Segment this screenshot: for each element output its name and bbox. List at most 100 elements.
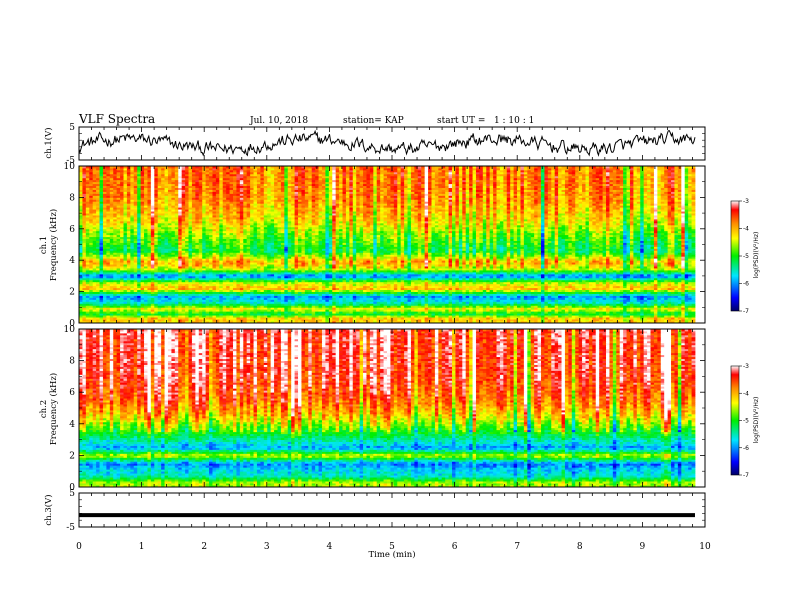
spectrogram-cell [489,305,494,308]
spectrogram-cell [564,301,569,304]
spectrogram-cell [595,311,600,314]
spectrogram-cell [626,319,631,322]
spectrogram-cell [116,321,121,324]
spectrogram-cell [417,305,422,308]
spectrogram-cell [260,309,265,312]
spectrogram-cell [349,297,354,300]
spectrogram-cell [393,315,398,318]
spectrogram-cell [253,293,258,296]
spectrogram-cell [486,311,491,314]
spectrogram-cell [233,307,237,310]
spectrogram-cell [493,311,497,314]
spectrogram-cell [301,299,306,302]
spectrogram-cell [517,299,521,302]
spectrogram-cell [667,291,672,294]
spectrogram-cell [383,295,388,298]
spectrogram-cell [527,297,532,300]
spectrogram-cell [561,303,566,306]
spectrogram-cell [79,305,83,308]
spectrogram-cell [260,299,265,302]
spectrogram-cell [102,303,107,306]
spectrogram-cell [417,295,422,298]
spectrogram-cell [195,311,200,314]
spectrogram-cell [472,311,477,314]
spectrogram-cell [154,305,159,308]
spectrogram-cell [609,313,614,316]
spectrogram-cell [123,303,128,306]
spectrogram-cell [688,317,692,320]
spectrogram-cell [513,305,518,308]
spectrogram-cell [688,313,692,316]
spectrogram-cell [410,299,415,302]
spectrogram-cell [626,303,631,306]
spectrogram-cell [633,295,638,298]
spectrogram-cell [660,315,665,318]
spectrogram-cell [270,303,275,306]
spectrogram-cell [383,313,388,316]
spectrogram-cell [102,293,107,296]
spectrogram-cell [496,313,501,316]
spectrogram-cell [195,319,200,322]
spectrogram-cell [674,313,679,316]
spectrogram-cell [359,297,364,300]
spectrogram-cell [191,291,196,294]
spectrogram-cell [284,309,289,312]
spectrogram-cell [274,295,278,298]
spectrogram-cell [616,303,621,306]
spectrogram-cell [332,301,337,304]
spectrogram-cell [294,315,299,318]
spectrogram-cell [383,297,388,300]
spectrogram-cell [339,313,343,316]
spectrogram-cell [373,311,378,314]
spectrogram-cell [448,299,453,302]
spectrogram-cell [506,311,511,314]
spectrogram-cell [356,313,361,316]
spectrogram-cell [181,305,186,308]
spectrogram-cell [154,319,159,322]
spectrogram-cell [188,311,193,314]
spectrogram-cell [315,311,319,314]
spectrogram-cell [89,291,94,294]
spectrogram-cell [640,299,645,302]
spectrogram-cell [482,303,487,306]
spectrogram-cell [167,321,172,324]
spectrogram-cell [294,317,299,320]
spectrogram-cell [657,305,662,308]
spectrogram-cell [126,307,131,310]
spectrogram-cell [606,313,610,316]
spectrogram-cell [629,307,634,310]
spectrogram-cell [311,317,316,320]
spectrogram-cell [575,301,580,304]
spectrogram-cell [185,295,189,298]
spectrogram-cell [164,297,169,300]
spectrogram-cell [181,301,186,304]
spectrogram-cell [202,297,207,300]
spectrogram-cell [475,291,480,294]
spectrogram-cell [681,315,686,318]
spectrogram-cell [448,317,453,320]
spectrogram-cell [602,313,607,316]
spectrogram-cell [421,319,426,322]
spectrogram-cell [239,315,244,318]
spectrogram-cell [472,297,477,300]
spectrogram-cell [113,313,118,316]
spectrogram-cell [154,321,159,324]
spectrogram-cell [612,319,617,322]
spectrogram-cell [455,291,460,294]
spectrogram-cell [106,291,111,294]
spectrogram-cell [325,301,330,304]
spectrogram-cell [373,295,378,298]
spectrogram-cell [397,297,402,300]
spectrogram-cell [441,291,446,294]
spectrogram-cell [325,317,330,320]
spectrogram-cell [277,311,282,314]
spectrogram-cell [462,295,467,298]
spectrogram-cell [99,295,104,298]
spectrogram-cell [688,291,692,294]
spectrogram-cell [633,297,638,300]
spectrogram-cell [294,301,299,304]
spectrogram-cell [126,313,131,316]
spectrogram-cell [513,303,518,306]
spectrogram-cell [643,321,648,324]
spectrogram-cell [342,309,347,312]
